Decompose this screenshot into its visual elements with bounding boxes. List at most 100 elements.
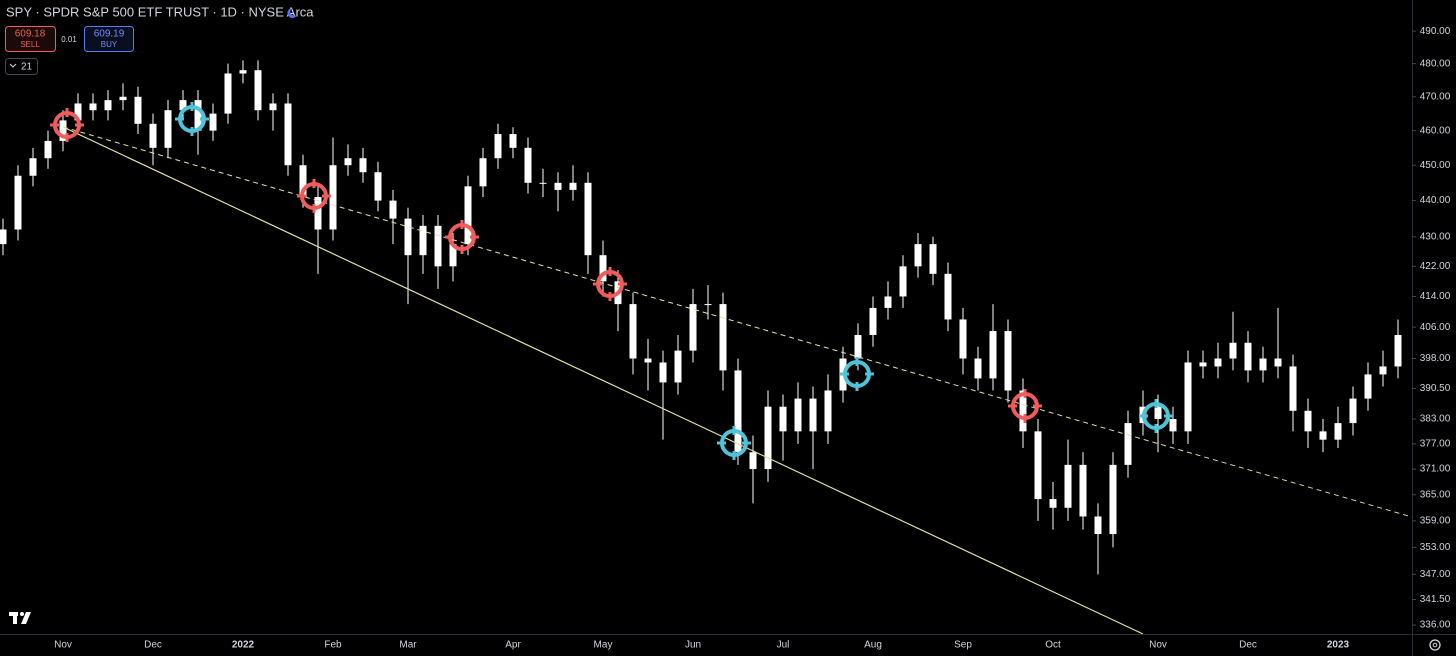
- candle-body: [719, 304, 727, 371]
- candle-body: [1169, 418, 1177, 432]
- y-tick-label: 430.00: [1420, 231, 1451, 242]
- indicator-toggle[interactable]: [5, 58, 38, 75]
- candle-body: [1364, 374, 1372, 399]
- candle-body: [1304, 410, 1312, 432]
- time-axis-bg: [0, 635, 1456, 656]
- y-tick-label: 406.00: [1420, 322, 1451, 333]
- x-tick-label: Jun: [685, 640, 701, 651]
- candle-body: [824, 390, 832, 432]
- candle-body: [1019, 390, 1027, 432]
- chevron[interactable]: [9, 63, 17, 68]
- candle-body: [329, 165, 337, 230]
- candle-body: [734, 370, 742, 453]
- candle-body: [869, 307, 877, 335]
- x-tick-label: Oct: [1045, 640, 1061, 651]
- y-tick-label: 359.00: [1420, 515, 1451, 526]
- y-tick-label: 341.50: [1420, 594, 1451, 605]
- candle-body: [704, 304, 712, 306]
- candle-body: [1289, 366, 1297, 411]
- trend-line-dashed: [62, 126, 1413, 518]
- candle-body: [404, 218, 412, 256]
- candle-body: [629, 304, 637, 359]
- candle-body: [1379, 366, 1387, 375]
- spread: 0.01: [61, 35, 77, 44]
- x-tick-label: 2023: [1327, 640, 1350, 651]
- y-tick-label: 377.00: [1420, 438, 1451, 449]
- x-tick-label: Apr: [505, 640, 521, 651]
- y-tick-label: 440.00: [1420, 195, 1451, 206]
- candle-body: [794, 398, 802, 432]
- x-tick-label: Nov: [54, 640, 72, 651]
- candle-body: [464, 186, 472, 245]
- candle-body: [1049, 499, 1057, 508]
- x-tick-label: Feb: [324, 640, 342, 651]
- candle-body: [884, 296, 892, 308]
- x-tick-label: Jul: [777, 640, 790, 651]
- candle-body: [134, 96, 142, 124]
- candle-body: [179, 100, 187, 111]
- y-tick-label: 347.00: [1420, 569, 1451, 580]
- candle-body: [0, 229, 7, 245]
- markers: [48, 100, 1175, 462]
- candle-body: [1124, 423, 1132, 465]
- buy-button[interactable]: [84, 26, 134, 52]
- x-tick-label: Dec: [1239, 640, 1257, 651]
- y-tick-label: 450.00: [1420, 160, 1451, 171]
- candle-body: [689, 304, 697, 351]
- candle-body: [959, 319, 967, 359]
- sell-price[interactable]: 609.18: [15, 29, 46, 40]
- candle-body: [209, 113, 217, 131]
- trend-line: [62, 126, 1144, 635]
- candle-body: [659, 362, 667, 383]
- candle-body: [44, 140, 52, 159]
- candle-body: [224, 73, 232, 114]
- candle-body: [14, 175, 22, 230]
- sell-label[interactable]: SELL: [20, 40, 40, 49]
- x-tick-label: Sep: [954, 640, 972, 651]
- x-tick-label: Dec: [144, 640, 162, 651]
- candle-body: [89, 103, 97, 111]
- candle-body: [1319, 431, 1327, 440]
- candle-body: [809, 398, 817, 432]
- symbol-title: SPY · SPDR S&P 500 ETF TRUST · 1D · NYSE…: [6, 4, 314, 19]
- candle-body: [899, 266, 907, 297]
- y-tick-label: 490.00: [1420, 26, 1451, 37]
- buy-label[interactable]: BUY: [101, 40, 118, 49]
- candle-body: [1184, 362, 1192, 432]
- candle-body: [1244, 342, 1252, 371]
- candle-body: [374, 172, 382, 201]
- settings-icon[interactable]: [1429, 639, 1441, 651]
- candle-body: [764, 406, 772, 470]
- candle-body: [644, 358, 652, 363]
- candle-body: [1004, 331, 1012, 391]
- candle-body: [119, 96, 127, 101]
- sell-button[interactable]: [5, 26, 56, 52]
- y-tick-label: 480.00: [1420, 58, 1451, 69]
- candle-body: [239, 70, 247, 74]
- candle-body: [344, 158, 352, 166]
- candle-body: [554, 182, 562, 190]
- indicator-count[interactable]: 21: [21, 62, 33, 73]
- x-tick-label: 2022: [232, 640, 255, 651]
- candle-body: [914, 244, 922, 267]
- candle-body: [509, 134, 517, 148]
- x-tick-label: Mar: [399, 640, 417, 651]
- candle-body: [1229, 342, 1237, 359]
- x-tick-label: May: [594, 640, 613, 651]
- buy-price[interactable]: 609.19: [94, 29, 125, 40]
- candle-body: [779, 406, 787, 432]
- session-icon: [287, 8, 297, 18]
- y-tick-label: 422.00: [1420, 261, 1451, 272]
- candle-body: [1154, 406, 1162, 419]
- candle-body: [1199, 362, 1207, 367]
- candle-body: [749, 452, 757, 470]
- y-tick-label: 470.00: [1420, 91, 1451, 102]
- price-axis-bg: [1413, 0, 1456, 656]
- candle-body: [944, 273, 952, 320]
- x-tick-label: Nov: [1149, 640, 1167, 651]
- candle-body: [1214, 358, 1222, 367]
- candle-body: [599, 255, 607, 282]
- y-tick-label: 390.50: [1420, 383, 1451, 394]
- candle-body: [569, 182, 577, 190]
